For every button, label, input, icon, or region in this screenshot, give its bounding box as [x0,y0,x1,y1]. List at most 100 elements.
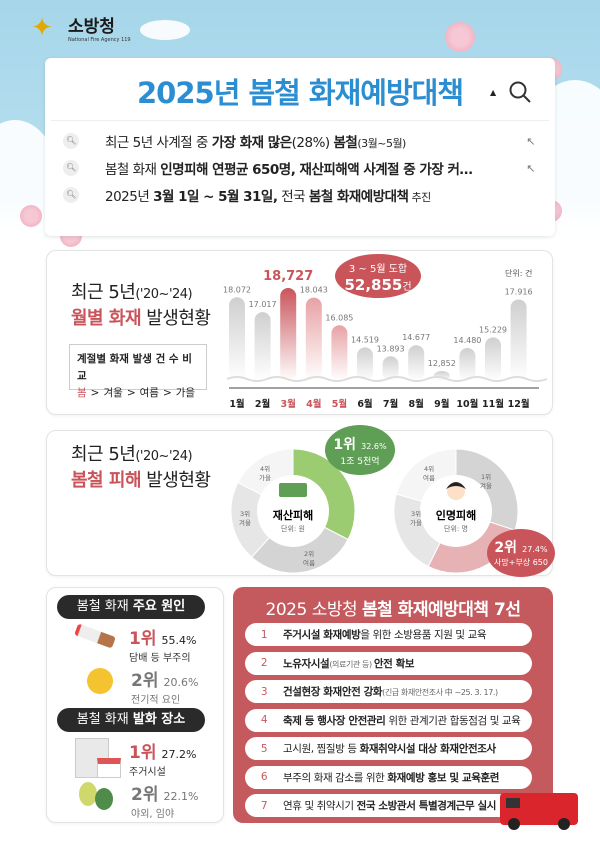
value-label: 12,852 [428,359,456,368]
month-label: 4월 [306,398,321,410]
property-rank-bubble: 1위 32.6% 1조 5천억 [325,425,395,475]
monthly-heading: 최근 5년('20~'24) 월별 화재 발생현황 [71,282,211,329]
segment-label: 여름 [303,558,315,567]
segment-label: 가을 [410,518,422,527]
month-label: 8월 [409,398,424,410]
human-donut-center [420,475,492,547]
search-icon: 🔍︎ [63,187,79,203]
sep: > [126,387,136,399]
measure-item: 7 연휴 및 취약시기 전국 소방관서 특별경계근무 실시 [245,794,532,817]
axis-break [226,376,548,382]
search-suggestion[interactable]: 🔍︎ 최근 5년 사계절 중 가장 화재 많은(28%) 봄철(3월~5월) ↖ [63,130,535,152]
bar-6월 [357,347,373,381]
bar-5월 [331,325,348,381]
segment-label: 가을 [259,473,271,482]
divider [51,120,549,121]
search-icon: 🔍︎ [63,133,79,149]
measure-item: 1 주거시설 화재예방을 위한 소방용품 지원 및 교육 [245,623,532,646]
blossom-decoration [445,22,475,52]
suggestion-text: 최근 5년 사계절 중 가장 화재 많은(28%) 봄철(3월~5월) [105,135,406,151]
value-label: 18.043 [300,286,328,295]
measure-item: 6 부주의 화재 감소를 위한 화재예방 홍보 및 교육훈련 [245,765,532,789]
damage-heading: 최근 5년('20~'24) 봄철 피해 발생현황 [71,444,211,491]
measure-item: 2 노유자시설(의료기관 등) 안전 확보 [245,651,532,675]
bar-2월 [254,312,271,381]
segment-label: 3위 [240,510,250,518]
property-donut-center [257,475,329,547]
logo-subtext: National Fire Agency 119 [68,37,131,43]
value-label: 18,727 [263,269,313,284]
money-icon [279,483,307,497]
hair [446,482,466,489]
emblem-icon: ✦ [31,12,53,43]
segment-label: 4위 [424,465,434,473]
segment-label: 3위 [411,510,421,518]
arrow-up-left-icon[interactable]: ↖ [526,134,535,148]
human-donut-label: 인명피해 [436,508,476,522]
spring-total-bubble: 3 ~ 5월 도합 52,855건 [335,254,421,298]
property-donut-label: 재산피해 [273,508,313,522]
month-label: 2월 [255,398,270,410]
search-card: 2025년 봄철 화재예방대책 ▲ 🔍︎ 최근 5년 사계절 중 가장 화재 많은… [45,58,555,236]
bar-11월 [485,337,501,381]
season-label: 여름 [139,387,159,399]
electric-plug-icon [87,668,113,694]
human-rank-bubble: 2위 27.4% 사망+부상 650 [487,529,555,577]
season-label: 봄 [77,387,87,399]
month-label: 6월 [357,398,372,410]
value-label: 14.519 [351,335,379,344]
property-donut-unit: 단위: 원 [281,524,305,533]
search-suggestion[interactable]: 🔍︎ 2025년 3월 1일 ~ 5월 31일, 전국 봄철 화재예방대책 추진 [63,184,535,206]
suggestion-text: 2025년 3월 1일 ~ 5월 31일, 전국 봄철 화재예방대책 추진 [105,189,431,205]
measure-item: 4 축제 등 행사장 안전관리 위한 관계기관 합동점검 및 교육 [245,708,532,732]
bar-10월 [459,347,476,381]
measure-item: 3 건설현장 화재안전 강화(긴급 화재안전조사 中 ~25. 3. 17.) [245,680,532,703]
segment-label: 2위 [304,550,314,558]
value-label: 17.916 [505,287,533,296]
measure-item: 5 고시원, 찜질방 등 화재취약시설 대상 화재안전조사 [245,737,532,760]
season-order: 봄 > 겨울 > 여름 > 가을 [77,385,199,402]
causes-places-card: 봄철 화재 주요 원인 1위 55.4% 담배 등 부주의 2위 20.6% 전기적 요… [46,587,224,823]
segment-label: 여름 [423,473,435,482]
unit-label: 단위: 건 [505,269,533,278]
value-label: 15.229 [479,325,507,334]
bar-8월 [408,345,425,381]
value-label: 17.017 [249,300,277,309]
segment-label: 1위 [481,473,491,481]
month-label: 1월 [229,398,244,410]
tree-icon [79,782,97,806]
search-icon[interactable] [508,80,532,104]
bar-4월 [305,297,322,381]
tree-icon [95,788,113,810]
value-label: 14.480 [453,336,481,345]
caret-up-icon[interactable]: ▲ [490,88,497,97]
spring-damage-card: 최근 5년('20~'24) 봄철 피해 발생현황 재산피해 단위: 원 4위 가을 3… [46,425,555,577]
value-label: 18.072 [223,285,251,294]
fire-truck-icon [500,793,578,830]
cause-1: 1위 55.4% 담배 등 부주의 [129,629,197,664]
logo-text: 소방청 [68,17,115,37]
monthly-bar-chart: 18.072 1월 17.017 2월 18,727 3월 18.043 4월 16.085 5월… [223,269,548,410]
page-title: 2025년 봄철 화재예방대책 [136,76,464,110]
segment-label: 4위 [260,465,270,473]
place-2: 2위 22.1% 야외, 임야 [131,785,199,820]
segment-label: 겨울 [239,518,251,527]
arrow-up-left-icon[interactable]: ↖ [526,161,535,175]
agency-logo: ✦ 소방청 National Fire Agency 119 [22,12,131,44]
value-label: 14.677 [402,333,430,342]
monthly-fires-card: 최근 5년('20~'24) 월별 화재 발생현황 계절별 화재 발생 건 수 … [46,250,553,415]
house-icon [97,758,121,778]
month-label: 10월 [456,398,478,410]
month-label: 9월 [434,398,449,410]
search-icon: 🔍︎ [63,160,79,176]
places-heading: 봄철 화재 발화 장소 [57,708,205,732]
value-label: 13.893 [377,344,405,353]
causes-heading: 봄철 화재 주요 원인 [57,595,205,619]
search-suggestion[interactable]: 🔍︎ 봄철 화재 인명피해 연평균 650명, 재산피해액 사계절 중 가장 커…… [63,157,535,179]
cause-2: 2위 20.6% 전기적 요인 [131,671,199,706]
place-1: 1위 27.2% 주거시설 [129,743,197,778]
measures-title: 2025 소방청 봄철 화재예방대책 7선 [265,600,521,620]
month-label: 5월 [332,398,347,410]
season-label: 겨울 [103,387,123,399]
